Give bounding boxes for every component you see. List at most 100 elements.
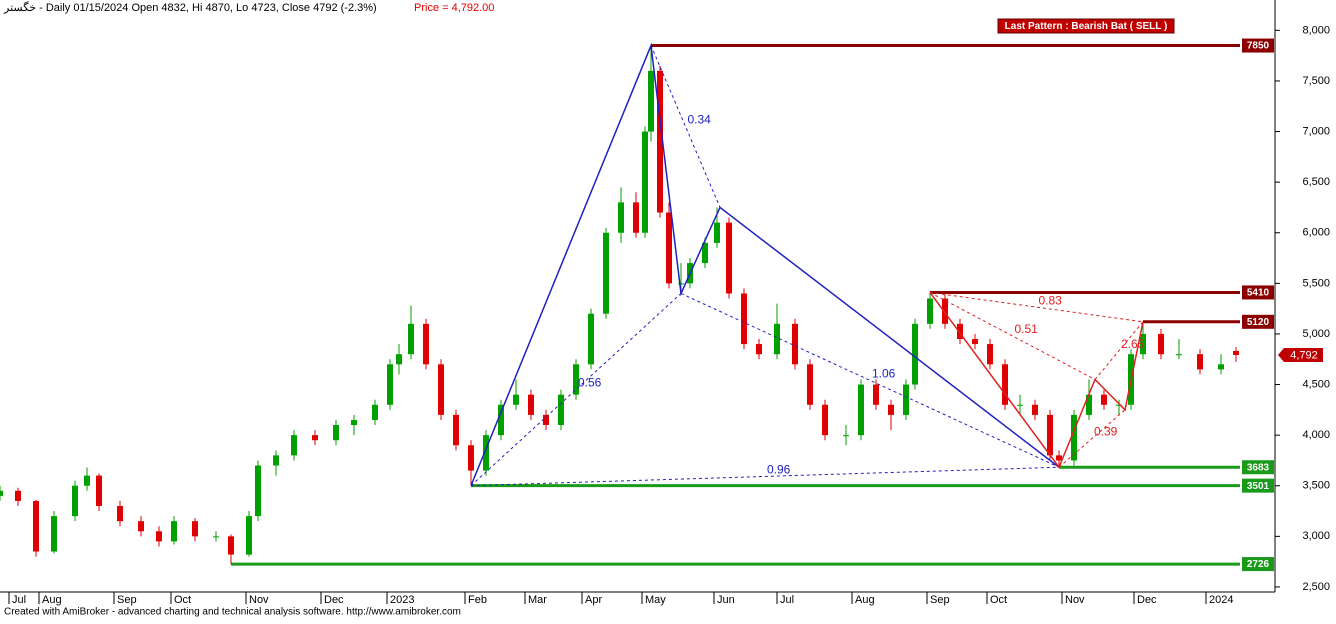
candle-body [972,339,978,345]
x-tick-label: Jun [717,594,735,606]
candle-body [657,70,663,213]
ratio-label: 0.83 [1039,293,1063,307]
candle-body [483,435,489,471]
x-tick-label: 2024 [1209,594,1233,606]
candle-body [858,384,864,436]
candle-body [774,323,780,355]
candle-body [312,435,318,441]
price-text: Price = 4,792.00 [414,2,494,14]
candle-body [192,521,198,537]
y-tick-label: 8,000 [1302,24,1330,36]
candle-body [888,404,894,415]
candle-body [807,364,813,405]
ratio-line [929,292,1096,380]
ratio-label: 0.39 [1094,425,1118,439]
ratio-line [470,466,1060,487]
candle-body [333,425,339,441]
candle-body [156,531,162,542]
candle-body [1086,394,1092,415]
x-tick-label: Sep [930,594,950,606]
candle-body [423,323,429,365]
candle-body [453,414,459,446]
y-tick-label: 6,500 [1302,176,1330,188]
candle-body [843,435,849,437]
candle-body [927,298,933,324]
candle-body [1140,333,1146,355]
candle-body [1158,333,1164,355]
ratio-line [1094,321,1144,380]
candle-body [0,490,3,496]
price-marker-label: 4,792 [1290,349,1318,361]
candle-body [408,323,414,355]
x-tick-label: Nov [1065,594,1085,606]
candle-body [1233,350,1239,355]
y-tick-label: 4,000 [1302,429,1330,441]
candle-body [291,435,297,456]
candle-body [558,394,564,426]
candle-body [1002,364,1008,405]
candle-body [987,344,993,365]
ratio-label: 0.34 [688,113,712,127]
candle-body [1032,404,1038,415]
candle-body [792,323,798,365]
y-tick-label: 3,500 [1302,480,1330,492]
candle-body [588,313,594,365]
candle-body [228,536,234,555]
candle-body [756,344,762,355]
x-tick-label: Jul [12,594,26,606]
candle-body [15,490,21,501]
footer: Created with AmiBroker - advanced charti… [4,607,461,618]
x-tick-label: Oct [174,594,191,606]
candle-body [603,232,609,314]
candle-body [84,475,90,486]
candle-body [351,419,357,426]
candle-body [498,404,504,436]
ratio-label: 0.96 [767,463,791,477]
candle-body [372,404,378,420]
level-label: 3501 [1247,481,1270,492]
candle-body [903,384,909,415]
candle-body [51,516,57,552]
candle-body [543,414,549,426]
candle-body [702,242,708,264]
x-tick-label: Dec [1137,594,1157,606]
x-tick-label: 2023 [390,594,414,606]
candle-body [648,70,654,132]
price-marker [1278,347,1323,362]
ratio-label: 1.06 [872,367,896,381]
x-tick-label: Feb [468,594,487,606]
candle-body [1218,364,1224,370]
candle-body [246,516,252,555]
ratio-label: 0.51 [1015,322,1039,336]
y-tick-label: 4,500 [1302,378,1330,390]
candle-body [957,323,963,340]
candle-body [96,475,102,506]
candle-body [1101,394,1107,405]
x-tick-label: Sep [117,594,137,606]
y-tick-label: 5,000 [1302,328,1330,340]
x-tick-label: Dec [324,594,344,606]
candle-body [741,293,747,345]
candle-body [642,131,648,233]
candle-body [633,202,639,233]
candle-body [912,323,918,385]
candle-body [726,222,732,294]
candle-body [618,202,624,233]
candle-body [438,364,444,415]
candle-body [714,222,720,243]
ratio-line [1058,409,1126,468]
x-tick-label: Apr [585,594,602,606]
candle-body [468,445,474,471]
level-label: 5410 [1247,288,1270,299]
level-box [1242,557,1274,572]
x-tick-label: Aug [855,594,875,606]
ratio-label: 0.56 [578,376,602,390]
candle-body [255,465,261,517]
level-label: 7850 [1247,41,1270,52]
candle-body [873,384,879,405]
candle-body [387,364,393,405]
x-tick-label: Jul [780,594,794,606]
y-tick-label: 2,500 [1302,581,1330,593]
